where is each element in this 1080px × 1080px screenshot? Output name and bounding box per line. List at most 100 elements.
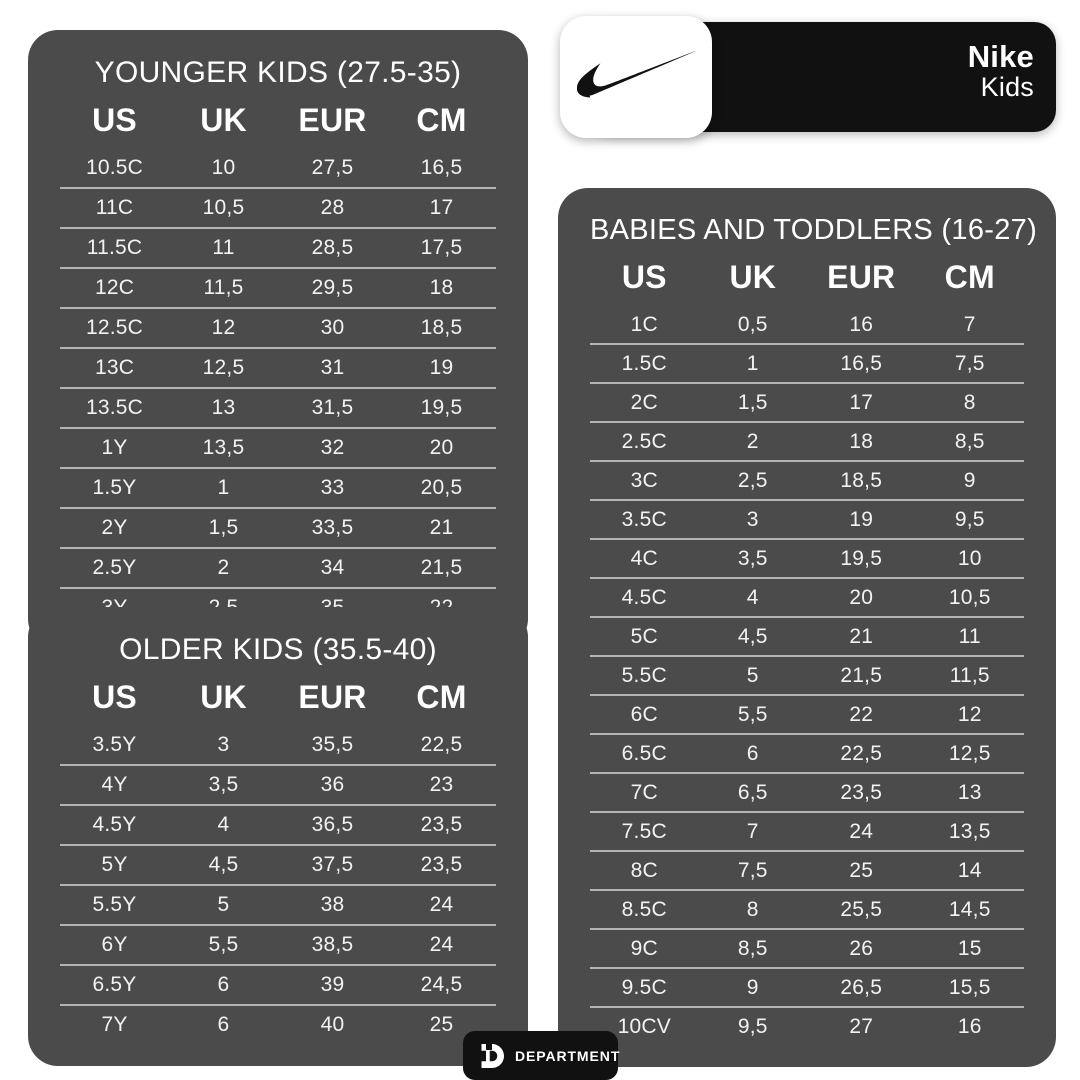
table-row: 7C 6,5 23,5 13 xyxy=(590,773,1024,813)
cell-eur: 37,5 xyxy=(278,845,387,886)
cell-cm: 11 xyxy=(915,617,1024,657)
cell-us: 13.5C xyxy=(60,388,169,429)
footer-department-badge: DEPARTMENT xyxy=(463,1031,619,1080)
cell-uk: 5,5 xyxy=(169,925,278,966)
cell-us: 9C xyxy=(590,929,699,969)
cell-us: 11C xyxy=(60,188,169,229)
table-row: 2.5Y 2 34 21,5 xyxy=(60,548,496,589)
cell-uk: 1 xyxy=(698,344,807,384)
cell-uk: 5 xyxy=(169,885,278,926)
cell-cm: 24 xyxy=(387,925,496,966)
cell-cm: 17,5 xyxy=(387,228,496,269)
cell-us: 1.5Y xyxy=(60,468,169,509)
table-row: 3C 2,5 18,5 9 xyxy=(590,461,1024,501)
table-header-row: US UK EUR CM xyxy=(60,96,496,149)
cell-eur: 26 xyxy=(807,929,916,969)
cell-us: 1.5C xyxy=(590,344,699,384)
table-row: 1Y 13,5 32 20 xyxy=(60,428,496,469)
cell-uk: 2 xyxy=(169,548,278,589)
cell-us: 9.5C xyxy=(590,968,699,1008)
cell-uk: 10 xyxy=(169,149,278,189)
table-body: 10.5C 10 27,5 16,5 11C 10,5 28 17 11.5C 11 28,5 17,… xyxy=(60,149,496,627)
cell-us: 3.5C xyxy=(590,500,699,540)
table-row: 5.5C 5 21,5 11,5 xyxy=(590,656,1024,696)
table-row: 12C 11,5 29,5 18 xyxy=(60,268,496,309)
cell-eur: 36,5 xyxy=(278,805,387,846)
cell-cm: 15 xyxy=(915,929,1024,969)
cell-eur: 26,5 xyxy=(807,968,916,1008)
cell-uk: 5,5 xyxy=(698,695,807,735)
cell-eur: 21,5 xyxy=(807,656,916,696)
cell-eur: 25 xyxy=(807,851,916,891)
cell-cm: 24,5 xyxy=(387,965,496,1006)
cell-us: 4.5Y xyxy=(60,805,169,846)
table-row: 8.5C 8 25,5 14,5 xyxy=(590,890,1024,930)
cell-us: 4Y xyxy=(60,765,169,806)
size-table-younger-kids: US UK EUR CM 10.5C 10 27,5 16,5 11C 10,5 28 17 1… xyxy=(60,96,496,627)
cell-us: 7Y xyxy=(101,1013,128,1036)
cell-us: 7.5C xyxy=(590,812,699,852)
cell-uk: 8 xyxy=(698,890,807,930)
cell-uk: 10,5 xyxy=(169,188,278,229)
cell-cm: 18 xyxy=(387,268,496,309)
cell-cm: 16,5 xyxy=(387,149,496,189)
card-title-younger-kids: YOUNGER KIDS (27.5-35) xyxy=(94,56,462,89)
cell-cm: 7 xyxy=(915,306,1024,345)
cell-eur: 21 xyxy=(807,617,916,657)
cell-uk: 6 xyxy=(217,1013,230,1036)
cell-eur: 22,5 xyxy=(807,734,916,774)
cell-cm: 10,5 xyxy=(915,578,1024,618)
cell-eur: 35,5 xyxy=(278,726,387,766)
cell-cm: 21,5 xyxy=(387,548,496,589)
cell-us: 6.5C xyxy=(590,734,699,774)
cell-cm: 12,5 xyxy=(915,734,1024,774)
cell-cm: 19,5 xyxy=(387,388,496,429)
cell-eur: 38 xyxy=(278,885,387,926)
cell-cm: 7,5 xyxy=(915,344,1024,384)
cell-uk: 9 xyxy=(698,968,807,1008)
cell-cm: 23 xyxy=(387,765,496,806)
cell-us: 2.5C xyxy=(590,422,699,462)
column-header-us: US xyxy=(92,102,137,138)
table-row: 11.5C 11 28,5 17,5 xyxy=(60,228,496,269)
column-header-eur: EUR xyxy=(298,102,367,138)
table-row: 7Y 6 40 25 xyxy=(60,1005,496,1044)
column-header-uk: UK xyxy=(200,679,247,715)
card-title-older-kids: OLDER KIDS (35.5-40) xyxy=(119,633,437,666)
cell-cm: 22,5 xyxy=(387,726,496,766)
cell-eur: 19,5 xyxy=(807,539,916,579)
cell-cm: 23,5 xyxy=(387,805,496,846)
cell-us: 1Y xyxy=(60,428,169,469)
cell-eur: 40 xyxy=(320,1013,345,1036)
cell-cm: 11,5 xyxy=(915,656,1024,696)
table-row: 6C 5,5 22 12 xyxy=(590,695,1024,735)
table-row: 1C 0,5 16 7 xyxy=(590,306,1024,345)
cell-eur: 34 xyxy=(278,548,387,589)
table-row: 6Y 5,5 38,5 24 xyxy=(60,925,496,966)
cell-us: 3.5Y xyxy=(60,726,169,766)
cell-uk: 0,5 xyxy=(698,306,807,345)
cell-us: 10CV xyxy=(617,1014,671,1038)
cell-us: 6C xyxy=(590,695,699,735)
cell-us: 5.5C xyxy=(590,656,699,696)
cell-uk: 3 xyxy=(698,500,807,540)
cell-eur: 23,5 xyxy=(807,773,916,813)
cell-uk: 9,5 xyxy=(737,1014,768,1038)
column-header-cm: CM xyxy=(944,259,995,295)
cell-uk: 12,5 xyxy=(169,348,278,389)
column-header-cm: CM xyxy=(416,679,467,715)
cell-uk: 13 xyxy=(169,388,278,429)
column-header-eur: EUR xyxy=(827,259,896,295)
table-row: 4.5Y 4 36,5 23,5 xyxy=(60,805,496,846)
cell-eur: 32 xyxy=(278,428,387,469)
cell-uk: 1 xyxy=(169,468,278,509)
cell-cm: 21 xyxy=(387,508,496,549)
size-table-babies-toddlers: US UK EUR CM 1C 0,5 16 7 1.5C 1 16,5 7,5 2C 1,5 17… xyxy=(590,253,1024,1045)
cell-uk: 7,5 xyxy=(698,851,807,891)
cell-us: 7C xyxy=(590,773,699,813)
cell-uk: 11 xyxy=(169,228,278,269)
cell-us: 1C xyxy=(590,306,699,345)
cell-uk: 13,5 xyxy=(169,428,278,469)
brand-name: Nike xyxy=(967,39,1034,74)
brand-text-group: Nike Kids xyxy=(968,40,1034,103)
